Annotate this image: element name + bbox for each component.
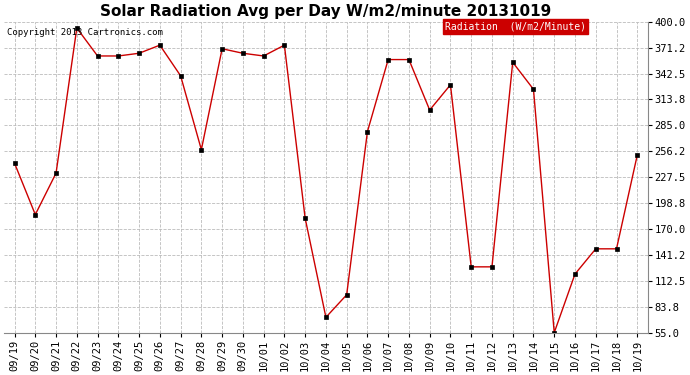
Text: Copyright 2013 Cartronics.com: Copyright 2013 Cartronics.com — [8, 28, 164, 37]
Title: Solar Radiation Avg per Day W/m2/minute 20131019: Solar Radiation Avg per Day W/m2/minute … — [100, 4, 551, 19]
Text: Radiation  (W/m2/Minute): Radiation (W/m2/Minute) — [445, 22, 586, 32]
